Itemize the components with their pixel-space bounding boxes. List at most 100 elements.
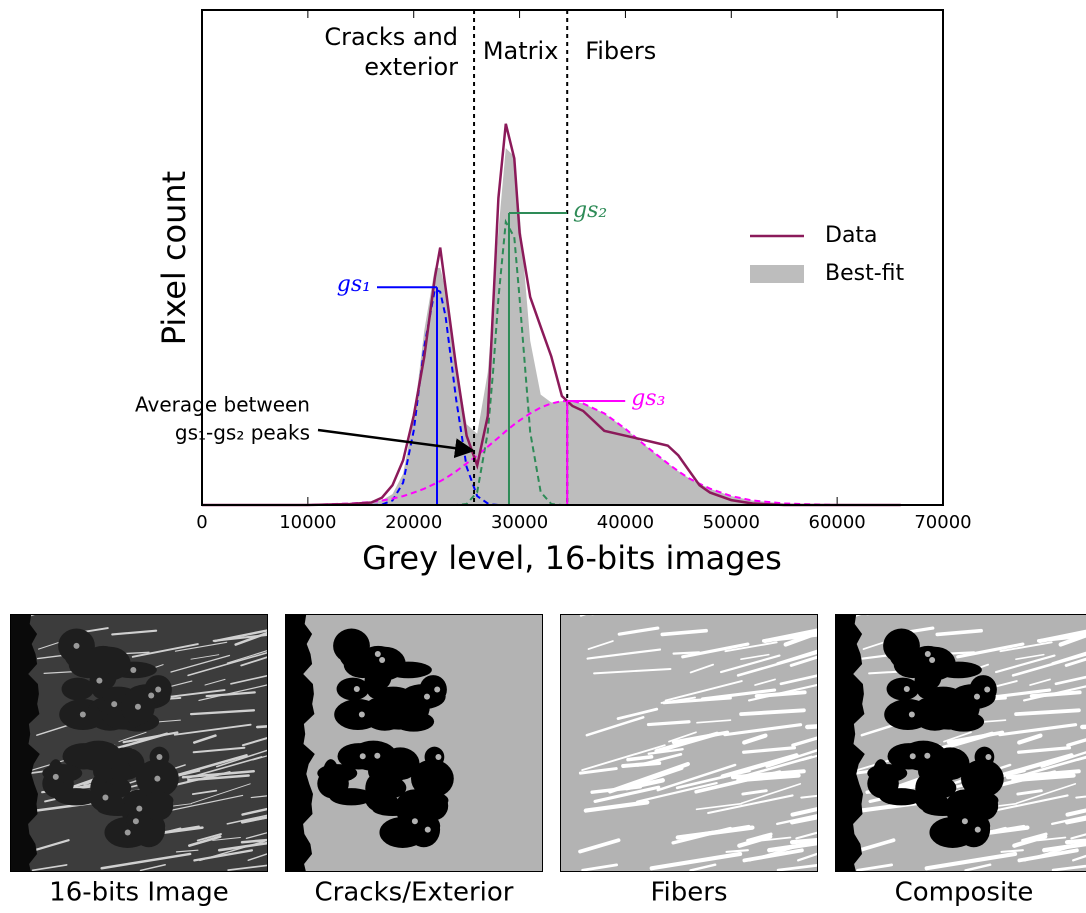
blob-speck xyxy=(358,711,365,718)
fiber-streak xyxy=(1064,838,1086,845)
crack-blob xyxy=(61,677,95,701)
fiber-streak xyxy=(956,642,1025,659)
fiber-streak xyxy=(737,834,773,848)
fiber-streak xyxy=(593,785,661,804)
panel-caption: Cracks/Exterior xyxy=(315,878,514,908)
fiber-streak xyxy=(1066,738,1086,747)
image-panel xyxy=(835,614,1086,872)
x-tick-label: 20000 xyxy=(385,512,442,533)
fiber-streak xyxy=(31,864,68,872)
fiber-streak xyxy=(579,614,590,617)
fiber-streak xyxy=(28,839,70,853)
blob-speck xyxy=(435,753,442,760)
fiber-streak xyxy=(100,852,192,870)
blob-speck xyxy=(96,677,103,684)
fiber-streak xyxy=(730,769,806,780)
best-fit-area xyxy=(202,148,901,505)
fiber-streak xyxy=(187,652,268,677)
fiber-streak xyxy=(139,864,166,872)
crack-blob xyxy=(967,791,999,821)
fiber-streak xyxy=(1017,746,1072,754)
fiber-streak xyxy=(740,653,770,660)
fiber-streak xyxy=(675,825,755,840)
blob-speck xyxy=(124,829,131,836)
crack-blob xyxy=(909,645,948,675)
fiber-streak xyxy=(790,806,818,817)
blob-speck xyxy=(148,692,155,699)
fiber-streak xyxy=(586,648,662,660)
fiber-streak xyxy=(593,667,672,675)
fiber-streak xyxy=(227,864,268,871)
fiber-streak xyxy=(190,654,220,660)
plot-frame xyxy=(201,9,944,506)
crack-blob xyxy=(960,759,1004,798)
fiber-streak xyxy=(581,744,666,772)
fiber-streak xyxy=(205,691,256,698)
crack-blob xyxy=(336,677,370,701)
fiber-streak xyxy=(590,785,643,794)
fiber-streak xyxy=(245,831,268,840)
fiber-streak xyxy=(742,746,797,754)
fiber-streak xyxy=(924,851,1018,871)
fiber-streak xyxy=(240,838,268,844)
fiber-streak xyxy=(649,851,743,871)
fiber-streak xyxy=(1051,815,1086,826)
fiber-streak xyxy=(41,614,53,615)
region-label: Matrix xyxy=(483,37,559,65)
fiber-streak xyxy=(170,654,231,673)
fiber-streak xyxy=(226,814,268,825)
x-tick-label: 10000 xyxy=(279,512,336,533)
fiber-streak xyxy=(1065,808,1086,817)
crack-blob xyxy=(886,677,920,701)
fiber-streak xyxy=(695,802,743,811)
fiber-streak xyxy=(646,720,691,727)
exterior-strip xyxy=(10,614,40,872)
fiber-streak xyxy=(196,833,222,842)
exterior-strip xyxy=(285,614,315,872)
blob-speck xyxy=(154,775,161,782)
blob-speck xyxy=(423,693,430,700)
peak-label: gs₂ xyxy=(573,198,607,223)
fiber-streak xyxy=(1051,864,1086,872)
fiber-streak xyxy=(230,674,268,685)
fiber-streak xyxy=(204,678,226,686)
fiber-streak xyxy=(866,614,881,616)
blob-speck xyxy=(434,686,441,693)
fiber-streak xyxy=(1040,751,1086,768)
fiber-streak xyxy=(1070,833,1086,840)
fiber-streak xyxy=(1015,653,1045,660)
legend-label: Best-fit xyxy=(825,261,905,286)
fiber-streak xyxy=(776,863,818,872)
blob-speck xyxy=(961,818,968,825)
fiber-streak xyxy=(578,767,618,775)
panel-caption: Composite xyxy=(895,878,1034,908)
fiber-streak xyxy=(998,723,1078,737)
fiber-streak xyxy=(689,863,717,872)
fiber-streak xyxy=(947,651,976,655)
crack-blob xyxy=(417,791,449,821)
fiber-streak xyxy=(723,723,803,737)
fiber-streak xyxy=(801,754,818,761)
fiber-streak xyxy=(707,794,794,815)
fiber-streak xyxy=(581,863,619,872)
crack-blob xyxy=(349,740,397,771)
fiber-streak xyxy=(1005,769,1081,780)
fiber-streak xyxy=(181,770,255,779)
fiber-streak xyxy=(1066,614,1072,616)
fiber-streak xyxy=(175,849,199,853)
x-tick-label: 60000 xyxy=(809,512,866,533)
crack-blob xyxy=(359,645,398,675)
fiber-streak xyxy=(791,614,797,616)
fiber-streak xyxy=(740,783,802,805)
image-panel xyxy=(560,614,818,872)
fiber-streak xyxy=(171,754,248,778)
panel-caption: 16-bits Image xyxy=(49,878,229,908)
blob-speck xyxy=(411,818,418,825)
blob-speck xyxy=(102,794,109,801)
fiber-streak xyxy=(587,640,614,650)
fiber-streak xyxy=(621,761,662,768)
x-tick-label: 70000 xyxy=(914,512,971,533)
blob-speck xyxy=(155,686,162,693)
fiber-streak xyxy=(763,628,818,643)
fiber-streak xyxy=(616,707,659,721)
